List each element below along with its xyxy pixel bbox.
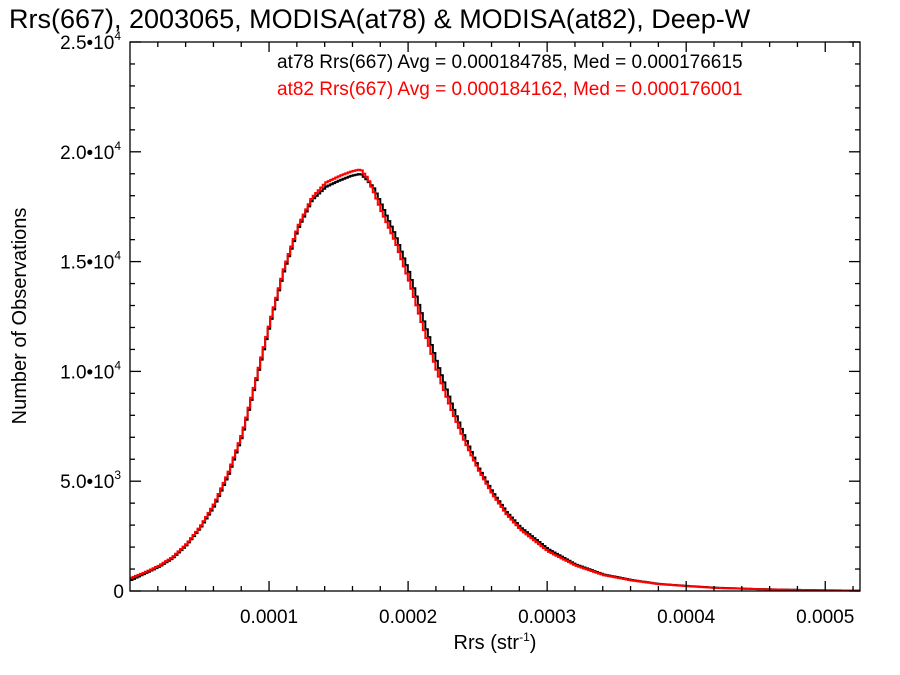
chart-title: Rrs(667), 2003065, MODISA(at78) & MODISA… (9, 4, 751, 34)
x-tick-label: 0.0001 (240, 607, 298, 628)
x-tick-label: 0.0003 (518, 607, 576, 628)
x-tick-label: 0.0002 (379, 607, 437, 628)
y-tick-label: 1.5•104 (60, 249, 121, 274)
series-at82-line (130, 168, 860, 592)
y-tick-label: 0 (113, 582, 124, 603)
tick-group (130, 41, 860, 592)
y-axis-label: Number of Observations (9, 208, 31, 425)
x-tick-label: 0.0005 (796, 607, 854, 628)
legend-entry-at78: at78 Rrs(667) Avg = 0.000184785, Med = 0… (277, 52, 743, 73)
y-tick-label: 1.0•104 (60, 358, 121, 383)
y-tick-label: 5.0•103 (60, 468, 121, 493)
x-axis-label: Rrs (str-1) (454, 630, 537, 654)
y-tick-label: 2.5•104 (60, 29, 121, 54)
y-tick-labels: 0 5.0•103 1.0•104 1.5•104 2.0•104 2.5•104 (60, 29, 124, 603)
series-group (130, 168, 860, 592)
x-tick-labels: 0.0001 0.0002 0.0003 0.0004 0.0005 (240, 607, 854, 628)
legend-entry-at82: at82 Rrs(667) Avg = 0.000184162, Med = 0… (277, 79, 743, 100)
series-at78-line (130, 173, 860, 592)
x-tick-label: 0.0004 (657, 607, 716, 628)
y-tick-label: 2.0•104 (60, 139, 121, 164)
plot-frame (129, 41, 861, 592)
